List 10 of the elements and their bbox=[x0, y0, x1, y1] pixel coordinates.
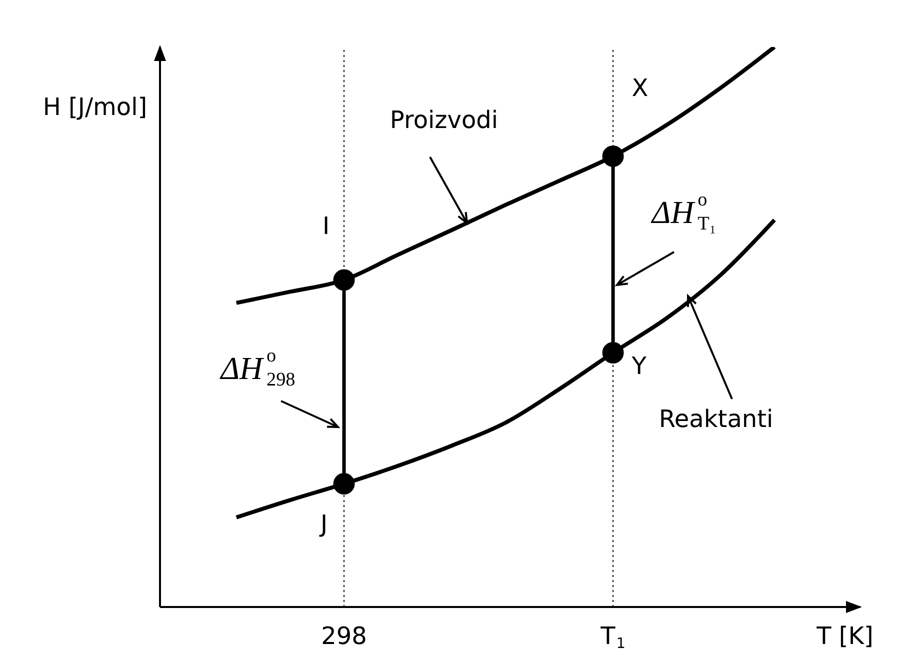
annotation: I bbox=[322, 212, 330, 240]
x-tick-label: 298 bbox=[321, 622, 367, 650]
y-axis-title: H [J/mol] bbox=[42, 92, 148, 121]
annotation: J bbox=[318, 509, 328, 538]
annotation: X bbox=[632, 74, 648, 102]
x-tick-label: T$_{1}$ bbox=[600, 622, 626, 652]
text: Proizvodi bbox=[390, 106, 498, 134]
x-axis-title: T [K] bbox=[816, 622, 874, 650]
annotation: Y bbox=[630, 351, 647, 380]
text: Reaktanti bbox=[658, 404, 774, 433]
